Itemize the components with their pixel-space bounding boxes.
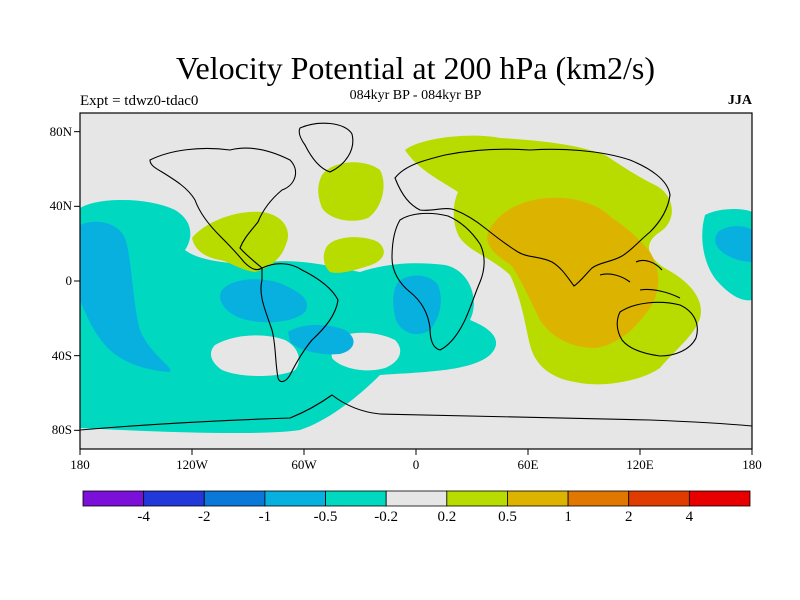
coast-australia bbox=[616, 301, 698, 357]
colorbar-label: 0.5 bbox=[498, 509, 517, 525]
axis-ticks bbox=[74, 131, 753, 455]
atlantic-core-region bbox=[393, 275, 441, 335]
lon-tick-label: 180 bbox=[70, 457, 90, 472]
colorbar-label: 0.2 bbox=[437, 509, 457, 525]
colorbar-swatch bbox=[264, 490, 326, 507]
coast-africa bbox=[391, 212, 485, 351]
colorbar bbox=[82, 490, 751, 507]
lon-tick-label: 60E bbox=[517, 457, 539, 472]
lon-tick-label: 60W bbox=[291, 457, 317, 472]
colorbar-swatch bbox=[82, 490, 145, 507]
coast-greenland bbox=[298, 122, 354, 173]
north-atlantic-positive-region bbox=[318, 162, 384, 221]
colorbar-swatch bbox=[507, 490, 569, 507]
lon-tick-label: 0 bbox=[412, 457, 420, 472]
lon-tick-label: 120W bbox=[176, 457, 208, 472]
colorbar-swatch bbox=[446, 490, 508, 507]
indian-ocean-core-region bbox=[487, 197, 659, 348]
lat-tick-label: 80S bbox=[51, 422, 72, 438]
coastlines bbox=[80, 122, 752, 431]
colorbar-label: 4 bbox=[685, 509, 694, 525]
lat-tick-label: 80N bbox=[49, 123, 72, 139]
season-label: JJA bbox=[727, 93, 752, 108]
colorbar-swatch bbox=[203, 490, 266, 507]
colorbar-label: -1 bbox=[258, 509, 272, 525]
lat-tick-label: 40S bbox=[51, 347, 72, 363]
colorbar-swatch bbox=[567, 490, 630, 507]
coast-north-america bbox=[149, 147, 297, 271]
colorbar-swatch bbox=[628, 490, 690, 507]
colorbar-label: -4 bbox=[137, 509, 150, 525]
colorbar-label: 1 bbox=[564, 509, 572, 525]
colorbar-swatch bbox=[325, 490, 387, 507]
west-africa-positive-region bbox=[323, 237, 384, 273]
colorbar-label: -2 bbox=[198, 509, 211, 525]
colorbar-swatch bbox=[385, 490, 448, 507]
colorbar-swatch bbox=[143, 490, 205, 507]
north-america-positive-region bbox=[192, 211, 289, 272]
coast-antarctica bbox=[80, 394, 752, 431]
lon-tick-label: 180 bbox=[742, 457, 762, 472]
south-america-core-region bbox=[288, 324, 354, 355]
coast-maritime-continent bbox=[599, 259, 681, 299]
colorbar-swatch bbox=[688, 490, 751, 507]
lon-tick-label: 120E bbox=[626, 457, 654, 472]
central-pacific-core-region bbox=[80, 221, 171, 372]
coast-south-america bbox=[260, 263, 339, 383]
map-title: Velocity Potential at 200 hPa (km2/s) bbox=[175, 50, 656, 86]
colorbar-label: -0.2 bbox=[374, 509, 399, 525]
contour-fields bbox=[80, 135, 752, 434]
east-pacific-core-region bbox=[220, 279, 308, 323]
lat-tick-label: 40N bbox=[49, 198, 72, 214]
lat-tick-label: 0 bbox=[65, 273, 73, 288]
colorbar-label: -0.5 bbox=[313, 509, 338, 525]
experiment-label: Expt = tdwz0-tdac0 bbox=[80, 93, 199, 109]
west-pacific-core-region bbox=[715, 226, 752, 262]
map-subtitle: 084kyr BP - 084kyr BP bbox=[349, 88, 482, 103]
coast-eurasia bbox=[394, 148, 671, 287]
south-atlantic-gray-hole bbox=[210, 335, 299, 376]
colorbar-label: 2 bbox=[624, 509, 633, 525]
